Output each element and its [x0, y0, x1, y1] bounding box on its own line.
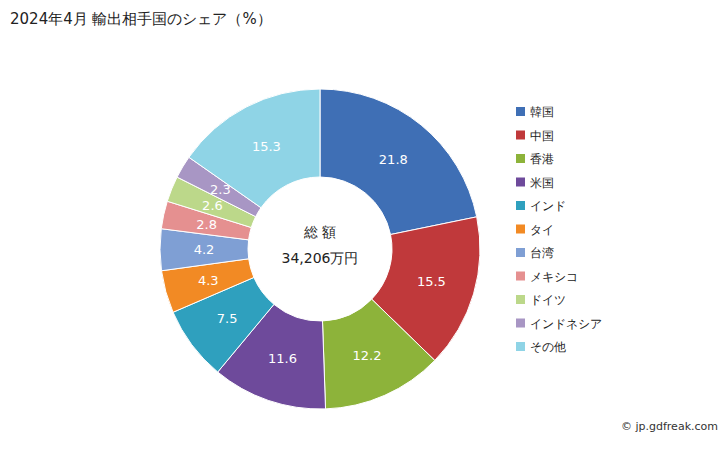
data-label: 15.3: [252, 139, 281, 154]
donut: 21.8 15.5 12.2 11.6 7.5 4.3 4.2 2.8 2.62.3 15.3: [160, 89, 480, 409]
legend-item: ドイツ: [516, 293, 566, 307]
slice: [320, 89, 477, 235]
data-label: 4.2: [194, 242, 215, 257]
legend: 韓国中国香港米国インドタイ台湾メキシコドイツインドネシアその他: [516, 105, 602, 354]
legend-label: その他: [530, 340, 566, 354]
data-label: 11.6: [268, 351, 297, 366]
legend-swatch: [516, 131, 525, 140]
data-label: 21.8: [379, 152, 408, 167]
legend-item: タイ: [516, 223, 554, 237]
data-label: 15.5: [417, 274, 446, 289]
legend-item: 韓国: [516, 105, 554, 119]
legend-label: 米国: [530, 176, 554, 190]
legend-label: タイ: [530, 223, 554, 237]
legend-item: その他: [516, 340, 566, 354]
legend-label: ドイツ: [530, 293, 566, 307]
legend-swatch: [516, 248, 525, 257]
legend-label: メキシコ: [530, 270, 578, 284]
data-label: 7.5: [217, 311, 238, 326]
chart: 2024年4月 輸出相手国のシェア（%） 21.8 15.5 12.2 11.6 7.5 4…: [0, 0, 728, 450]
legend-label: インド: [530, 199, 566, 213]
legend-item: インドネシア: [516, 317, 602, 331]
legend-item: メキシコ: [516, 270, 578, 284]
data-label: 4.3: [198, 273, 219, 288]
center-total: 34,206万円: [282, 250, 359, 266]
legend-item: 香港: [516, 152, 554, 166]
legend-item: インド: [516, 199, 566, 213]
legend-item: 台湾: [516, 246, 554, 260]
legend-swatch: [516, 295, 525, 304]
legend-swatch: [516, 342, 525, 351]
data-label: 2.3: [210, 182, 231, 197]
legend-label: 香港: [530, 152, 554, 166]
legend-swatch: [516, 178, 525, 187]
slice: [218, 304, 326, 409]
legend-item: 米国: [516, 176, 554, 190]
legend-swatch: [516, 154, 525, 163]
center-label: 総 額: [303, 224, 336, 240]
legend-swatch: [516, 107, 525, 116]
data-label: 12.2: [353, 348, 382, 363]
legend-item: 中国: [516, 129, 554, 143]
data-label: 2.8: [196, 217, 217, 232]
legend-swatch: [516, 319, 525, 328]
data-label: 2.6: [202, 198, 223, 213]
legend-label: インドネシア: [530, 317, 602, 331]
credit: © jp.gdfreak.com: [621, 420, 718, 433]
legend-swatch: [516, 272, 525, 281]
legend-label: 韓国: [530, 105, 554, 119]
legend-label: 台湾: [530, 246, 554, 260]
legend-swatch: [516, 201, 525, 210]
slice: [322, 299, 434, 409]
legend-swatch: [516, 225, 525, 234]
slice: [189, 89, 320, 208]
legend-label: 中国: [530, 129, 554, 143]
title: 2024年4月 輸出相手国のシェア（%）: [10, 10, 272, 28]
